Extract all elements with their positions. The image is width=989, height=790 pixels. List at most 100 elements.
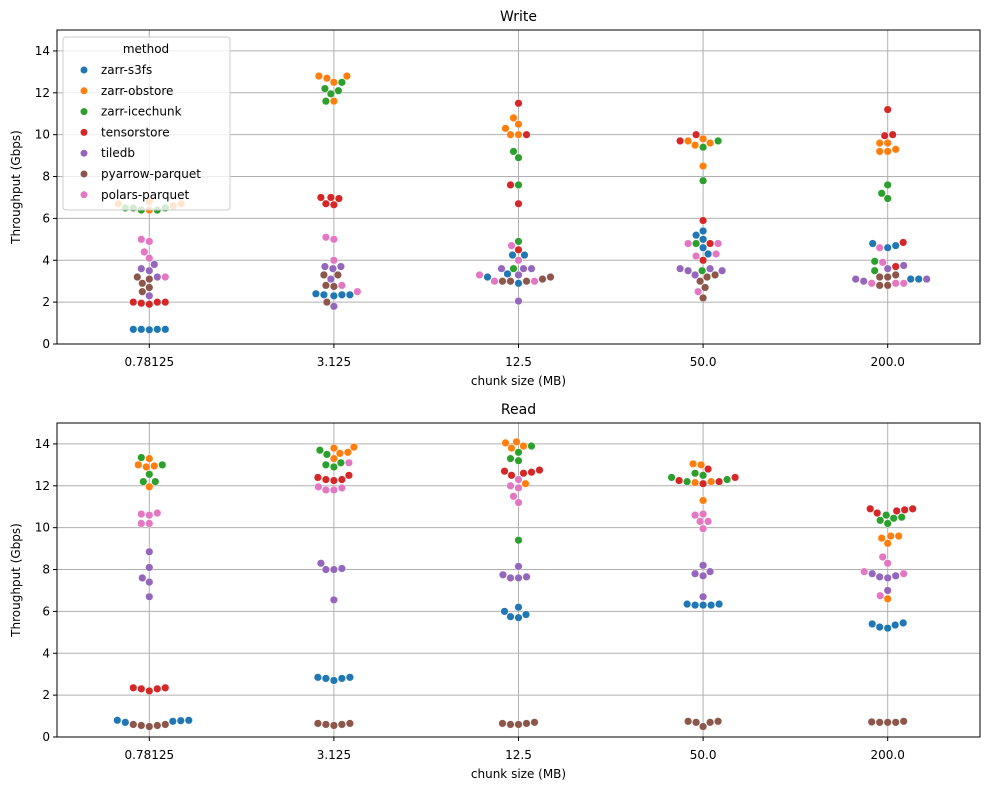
point-polars-parquet-3.125: [337, 281, 346, 290]
point-zarr-obstore-0.78125: [145, 454, 154, 463]
point-zarr-obstore-50.0: [697, 460, 706, 469]
point-polars-parquet-200.0: [878, 258, 887, 267]
point-pyarrow-parquet-12.5: [514, 720, 523, 729]
point-zarr-icechunk-50.0: [691, 469, 700, 478]
point-pyarrow-parquet-200.0: [875, 718, 884, 727]
point-zarr-obstore-3.125: [329, 444, 338, 453]
point-zarr-icechunk-50.0: [699, 471, 708, 480]
point-tiledb-0.78125: [150, 260, 159, 269]
point-zarr-icechunk-200.0: [889, 514, 898, 523]
point-polars-parquet-200.0: [883, 559, 892, 568]
point-pyarrow-parquet-50.0: [701, 283, 710, 292]
point-polars-parquet-0.78125: [137, 235, 146, 244]
point-zarr-icechunk-3.125: [336, 458, 345, 467]
point-tiledb-0.78125: [145, 266, 154, 275]
point-tiledb-0.78125: [138, 573, 147, 582]
point-zarr-obstore-3.125: [329, 97, 338, 106]
point-zarr-icechunk-50.0: [692, 239, 701, 248]
point-polars-parquet-200.0: [860, 567, 869, 576]
point-tensorstore-3.125: [321, 199, 330, 208]
point-tensorstore-12.5: [522, 130, 531, 139]
point-zarr-obstore-3.125: [349, 443, 358, 452]
point-tiledb-3.125: [326, 275, 335, 284]
point-zarr-obstore-3.125: [322, 74, 331, 83]
point-tiledb-3.125: [336, 262, 345, 271]
x-tick-label: 12.5: [505, 748, 532, 762]
point-tiledb-50.0: [699, 561, 708, 570]
point-tiledb-50.0: [699, 592, 708, 601]
point-tensorstore-50.0: [706, 239, 715, 248]
point-pyarrow-parquet-0.78125: [138, 279, 147, 288]
point-zarr-icechunk-200.0: [883, 180, 892, 189]
point-polars-parquet-50.0: [694, 287, 703, 296]
legend-marker: [80, 149, 88, 157]
point-polars-parquet-50.0: [691, 511, 700, 520]
point-pyarrow-parquet-3.125: [319, 270, 328, 279]
point-polars-parquet-0.78125: [153, 509, 162, 518]
point-pyarrow-parquet-50.0: [692, 718, 701, 727]
point-zarr-icechunk-3.125: [326, 89, 335, 98]
point-zarr-s3fs-200.0: [883, 624, 892, 633]
y-tick-label: 0: [42, 730, 50, 744]
y-tick-label: 2: [42, 688, 50, 702]
point-zarr-obstore-12.5: [514, 130, 523, 139]
legend-marker: [80, 108, 88, 116]
point-tensorstore-3.125: [329, 476, 338, 485]
point-polars-parquet-12.5: [507, 241, 516, 250]
point-pyarrow-parquet-12.5: [498, 277, 507, 286]
point-tiledb-200.0: [891, 571, 900, 580]
point-tiledb-12.5: [514, 270, 523, 279]
point-tensorstore-50.0: [704, 465, 713, 474]
point-pyarrow-parquet-0.78125: [138, 287, 147, 296]
y-tick-label: 14: [35, 437, 50, 451]
legend-box: [62, 36, 231, 211]
point-tensorstore-3.125: [337, 475, 346, 484]
y-tick-label: 12: [35, 86, 50, 100]
point-tiledb-12.5: [497, 264, 506, 273]
point-tiledb-200.0: [851, 275, 860, 284]
point-zarr-obstore-200.0: [877, 534, 886, 543]
point-zarr-icechunk-200.0: [876, 516, 885, 525]
x-tick-label: 0.78125: [124, 748, 174, 762]
point-zarr-obstore-50.0: [707, 477, 716, 486]
point-polars-parquet-50.0: [699, 510, 708, 519]
point-zarr-obstore-0.78125: [142, 462, 151, 471]
point-zarr-s3fs-12.5: [520, 251, 529, 260]
point-zarr-obstore-200.0: [883, 139, 892, 148]
y-tick-label: 12: [35, 479, 50, 493]
point-zarr-icechunk-3.125: [320, 84, 329, 93]
point-polars-parquet-12.5: [514, 475, 523, 484]
point-tiledb-200.0: [899, 261, 908, 270]
point-tensorstore-200.0: [892, 506, 901, 515]
point-tensorstore-12.5: [519, 469, 528, 478]
point-polars-parquet-12.5: [490, 277, 499, 286]
point-zarr-s3fs-200.0: [891, 241, 900, 250]
point-zarr-s3fs-12.5: [483, 273, 492, 282]
point-zarr-s3fs-3.125: [319, 290, 328, 299]
point-polars-parquet-12.5: [530, 277, 539, 286]
point-zarr-s3fs-50.0: [683, 600, 692, 609]
point-pyarrow-parquet-0.78125: [161, 720, 170, 729]
point-zarr-icechunk-3.125: [337, 78, 346, 87]
point-tiledb-0.78125: [137, 264, 146, 273]
point-tensorstore-200.0: [880, 131, 889, 140]
point-zarr-s3fs-50.0: [699, 601, 708, 610]
point-pyarrow-parquet-3.125: [329, 721, 338, 730]
legend-item-pyarrow-parquet: pyarrow-parquet: [80, 167, 201, 181]
point-tensorstore-0.78125: [153, 684, 162, 693]
point-tensorstore-50.0: [692, 130, 701, 139]
point-polars-parquet-50.0: [704, 517, 713, 526]
point-zarr-obstore-0.78125: [145, 482, 154, 491]
point-zarr-s3fs-50.0: [715, 600, 724, 609]
point-zarr-obstore-12.5: [501, 438, 510, 447]
point-polars-parquet-3.125: [321, 233, 330, 242]
point-tiledb-3.125: [320, 262, 329, 271]
legend-item-zarr-obstore: zarr-obstore: [80, 84, 173, 98]
point-zarr-icechunk-50.0: [698, 266, 707, 275]
point-tensorstore-3.125: [313, 473, 322, 482]
point-zarr-icechunk-50.0: [723, 475, 732, 484]
point-zarr-obstore-3.125: [342, 72, 351, 81]
point-tiledb-200.0: [875, 572, 884, 581]
point-tensorstore-200.0: [908, 504, 917, 513]
point-tensorstore-3.125: [344, 471, 353, 480]
